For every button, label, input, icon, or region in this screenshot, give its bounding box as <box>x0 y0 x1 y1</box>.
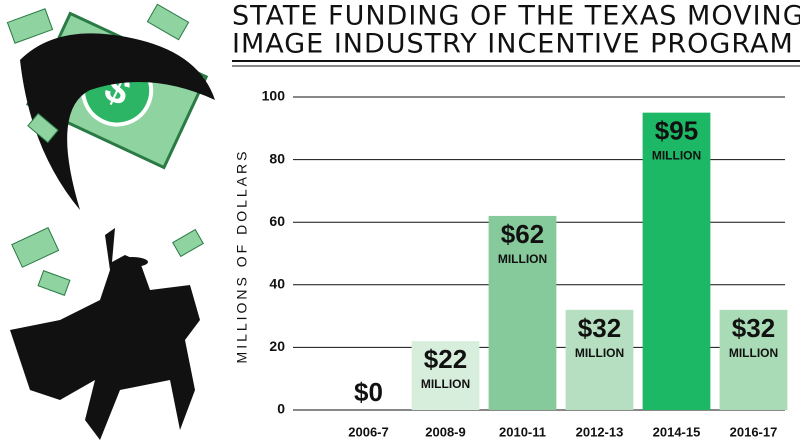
x-tick-label: 2010-11 <box>499 424 546 439</box>
value-label-part: MILLION <box>652 149 701 163</box>
bar <box>565 309 634 410</box>
x-tick-label: 2016-17 <box>730 424 778 439</box>
chart-title: STATE FUNDING OF THE TEXAS MOVING <box>232 1 800 32</box>
value-label: $22 MILLION <box>421 344 470 391</box>
y-tick-label: 40 <box>269 276 285 292</box>
bar <box>411 341 480 410</box>
value-label: $62 MILLION <box>498 219 547 266</box>
value-label-part: $32 <box>578 313 621 343</box>
bar <box>719 309 788 410</box>
value-label-part: MILLION <box>575 346 624 360</box>
value-label-part: MILLION <box>421 377 470 391</box>
value-label-part: $22 <box>424 344 467 374</box>
value-label: $32 MILLION <box>575 313 624 360</box>
y-tick-label: 100 <box>262 88 286 104</box>
illustration: $ <box>6 3 215 440</box>
value-label: $95 MILLION <box>652 116 701 163</box>
y-tick-label: 60 <box>269 213 285 229</box>
x-tick-label: 2014-15 <box>653 424 701 439</box>
value-label-part: $0 <box>354 377 383 407</box>
value-label-part: MILLION <box>498 252 547 266</box>
bar <box>488 215 557 410</box>
value-label-part: $32 <box>732 313 775 343</box>
x-tick-label: 2012-13 <box>576 424 624 439</box>
value-label-part: $95 <box>655 116 698 146</box>
chart-title: IMAGE INDUSTRY INCENTIVE PROGRAM <box>232 29 794 60</box>
y-tick-label: 80 <box>269 150 285 166</box>
value-label: $0 <box>354 377 383 407</box>
y-axis-label: MILLIONS OF DOLLARS <box>234 149 250 364</box>
value-label-part: $62 <box>501 219 544 249</box>
x-tick-label: 2006-7 <box>348 424 388 439</box>
y-tick-label: 0 <box>277 401 285 417</box>
bar <box>642 112 711 411</box>
y-tick-label: 20 <box>269 338 285 354</box>
value-label: $32 MILLION <box>729 313 778 360</box>
value-label-part: MILLION <box>729 346 778 360</box>
x-tick-label: 2008-9 <box>425 424 465 439</box>
